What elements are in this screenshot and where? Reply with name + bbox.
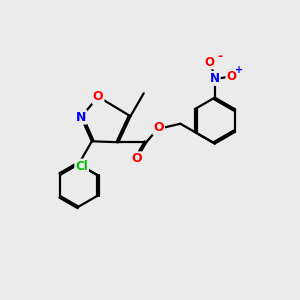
Text: Cl: Cl bbox=[75, 160, 88, 172]
Text: O: O bbox=[131, 152, 142, 165]
Text: N: N bbox=[76, 111, 86, 124]
Text: -: - bbox=[217, 50, 222, 63]
Text: +: + bbox=[235, 65, 243, 76]
Text: O: O bbox=[153, 121, 164, 134]
Text: O: O bbox=[93, 90, 104, 103]
Text: O: O bbox=[226, 70, 236, 83]
Text: O: O bbox=[205, 56, 214, 69]
Text: N: N bbox=[210, 72, 220, 85]
